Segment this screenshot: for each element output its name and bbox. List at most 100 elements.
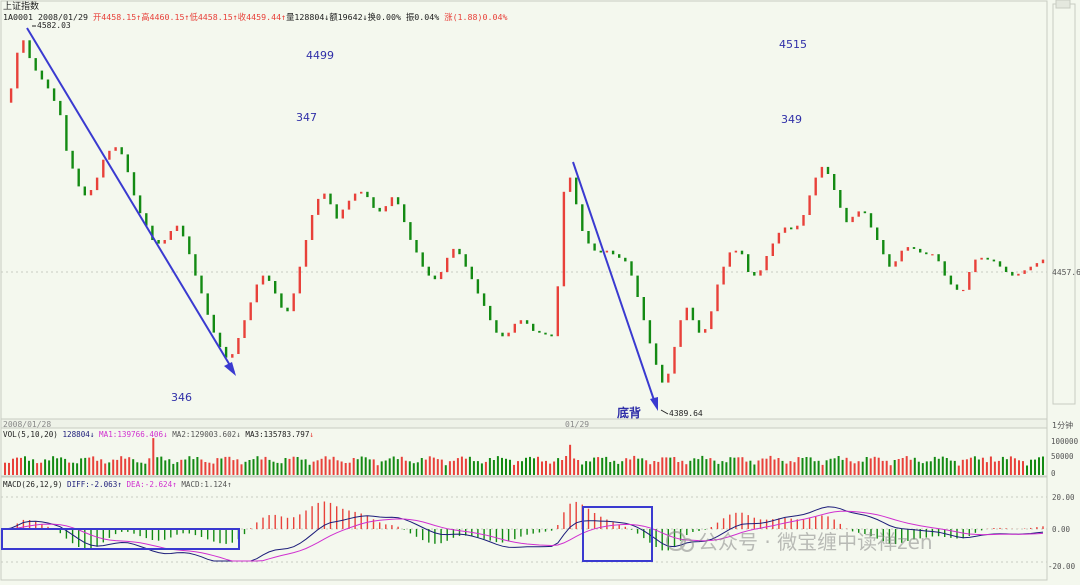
volume-bar <box>693 458 696 475</box>
price-candle <box>175 225 179 231</box>
volume-bar <box>801 458 804 475</box>
volume-bar <box>36 463 39 475</box>
volume-legend: VOL(5,10,20) 128804↓ MA1:139766.406↓ MA2… <box>3 430 314 439</box>
volume-bar <box>929 461 932 475</box>
scroll-up-button[interactable] <box>1055 0 1071 9</box>
price-candle <box>525 320 529 324</box>
price-candle <box>390 197 394 207</box>
volume-bar <box>420 458 423 475</box>
volume-bar <box>789 461 792 475</box>
volume-bar <box>20 457 22 475</box>
volume-bar <box>396 459 399 475</box>
price-candle <box>292 293 295 312</box>
volume-bar <box>116 459 119 475</box>
volume-bar <box>120 456 123 475</box>
price-candle <box>802 215 805 226</box>
volume-bar <box>605 456 608 475</box>
volume-bar <box>60 457 63 475</box>
volume-bar <box>304 459 307 475</box>
volume-bar <box>881 460 884 475</box>
volume-bar <box>232 460 235 475</box>
volume-bar <box>901 458 904 475</box>
volume-bar <box>76 463 79 475</box>
price-candle <box>495 320 498 333</box>
price-candle <box>790 227 793 230</box>
price-candle <box>218 332 222 347</box>
volume-bar <box>797 457 800 475</box>
volume-bar <box>785 463 788 475</box>
volume-bar <box>677 462 680 475</box>
price-candle <box>661 364 664 383</box>
volume-bar <box>400 456 403 475</box>
label-4515: 4515 <box>779 38 807 51</box>
volume-bar <box>585 461 588 475</box>
volume-bar <box>432 457 435 475</box>
period-label[interactable]: 1分钟 <box>1052 420 1073 430</box>
volume-bar <box>813 461 816 475</box>
price-candle <box>544 332 547 335</box>
price-candle <box>568 177 572 192</box>
price-candle <box>998 261 1002 267</box>
price-candle <box>943 261 946 276</box>
price-candle <box>765 256 768 271</box>
volume-bar <box>480 463 483 475</box>
volume-bar <box>997 460 1000 475</box>
volume-bar <box>456 458 459 475</box>
volume-bar <box>633 455 636 475</box>
price-candle <box>360 191 363 194</box>
volume-bar <box>192 459 195 475</box>
volume-bar <box>833 458 836 475</box>
volume-bar <box>332 456 335 475</box>
volume-bar <box>260 459 263 475</box>
volume-bar <box>945 458 948 475</box>
price-candle <box>777 232 781 244</box>
volume-bar <box>448 461 451 475</box>
volume-bar <box>208 462 211 475</box>
price-candle <box>839 190 842 208</box>
volume-bar <box>272 461 275 475</box>
price-candle <box>685 307 688 321</box>
price-candle <box>249 302 252 321</box>
volume-bar <box>637 458 640 475</box>
volume-bar <box>617 463 620 475</box>
volume-bar <box>140 462 143 475</box>
volume-bar <box>1001 456 1004 475</box>
volume-bar <box>68 462 71 475</box>
volume-bar <box>360 456 363 475</box>
volume-bar <box>64 458 67 475</box>
date-mid: 01/29 <box>565 420 589 429</box>
volume-bar <box>749 460 752 475</box>
price-candle <box>1041 259 1045 264</box>
price-candle <box>894 261 897 267</box>
price-candle <box>231 354 234 358</box>
index-title: 上证指数 <box>3 0 39 12</box>
volume-bar <box>356 459 359 475</box>
volume-bar <box>905 456 908 475</box>
volume-bar <box>1018 460 1020 475</box>
volume-bar <box>148 458 151 475</box>
volume-bar <box>861 461 864 475</box>
volume-bar <box>865 457 868 475</box>
volume-bar <box>484 461 487 475</box>
volume-bar <box>521 461 523 475</box>
volume-bar <box>629 459 632 475</box>
volume-bar <box>501 457 503 475</box>
volume-bar <box>388 458 391 475</box>
volume-bar <box>28 460 30 475</box>
volume-bar <box>889 465 892 475</box>
candlestick-series <box>9 40 1045 383</box>
volume-bar <box>312 461 315 475</box>
volume-bar <box>745 461 748 475</box>
volume-bar <box>496 456 499 475</box>
price-candle <box>833 174 836 190</box>
price-candle <box>501 332 504 337</box>
volume-bar <box>344 463 347 475</box>
volume-bar <box>517 461 519 475</box>
price-candle <box>519 320 523 324</box>
price-candle <box>900 250 903 262</box>
volume-bar <box>893 460 896 475</box>
volume-bar <box>953 460 956 475</box>
price-candle <box>1011 272 1014 276</box>
price-scrollbar[interactable] <box>1052 3 1076 405</box>
price-candle <box>415 240 418 253</box>
